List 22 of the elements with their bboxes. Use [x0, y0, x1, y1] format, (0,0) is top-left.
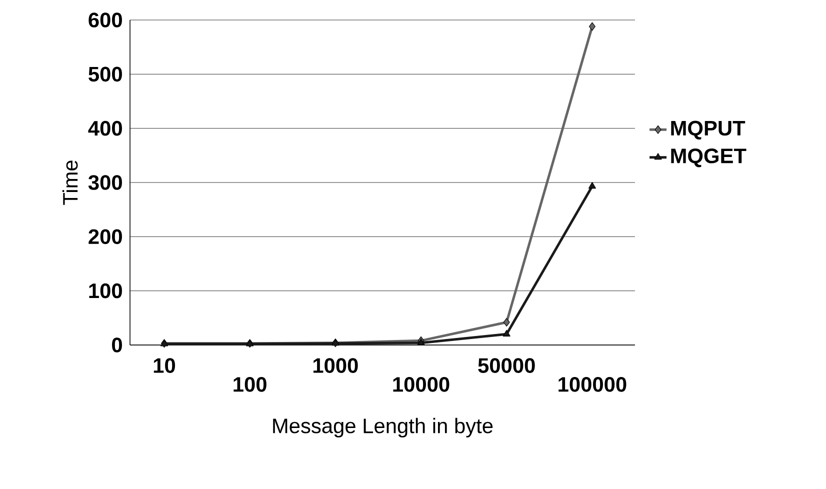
x-tick-label: 1000 — [313, 358, 358, 373]
x-axis-title: Message Length in byte — [273, 418, 493, 438]
y-tick-label: 600 — [88, 12, 122, 28]
x-tick-label: 100000 — [558, 377, 626, 392]
x-tick-label: 100 — [234, 377, 266, 392]
point — [588, 182, 596, 189]
point — [588, 22, 596, 31]
x-tick-label: 50000 — [478, 358, 535, 373]
y-tick-label: 100 — [89, 283, 122, 298]
y-axis-title: Time — [62, 160, 78, 205]
point — [503, 318, 510, 327]
x-tick-label: 10 — [154, 358, 176, 373]
legend-label: MQGET — [671, 148, 746, 168]
point — [502, 330, 510, 336]
x-tick-label: 10000 — [393, 377, 450, 392]
point — [417, 338, 425, 346]
legend-label: MQPUT — [671, 120, 746, 140]
y-tick-label: 200 — [88, 229, 122, 244]
y-tick-label: 400 — [88, 120, 122, 136]
y-tick-label: 300 — [88, 175, 122, 190]
y-tick-label: 500 — [88, 66, 122, 82]
y-tick-label: 0 — [112, 338, 122, 352]
